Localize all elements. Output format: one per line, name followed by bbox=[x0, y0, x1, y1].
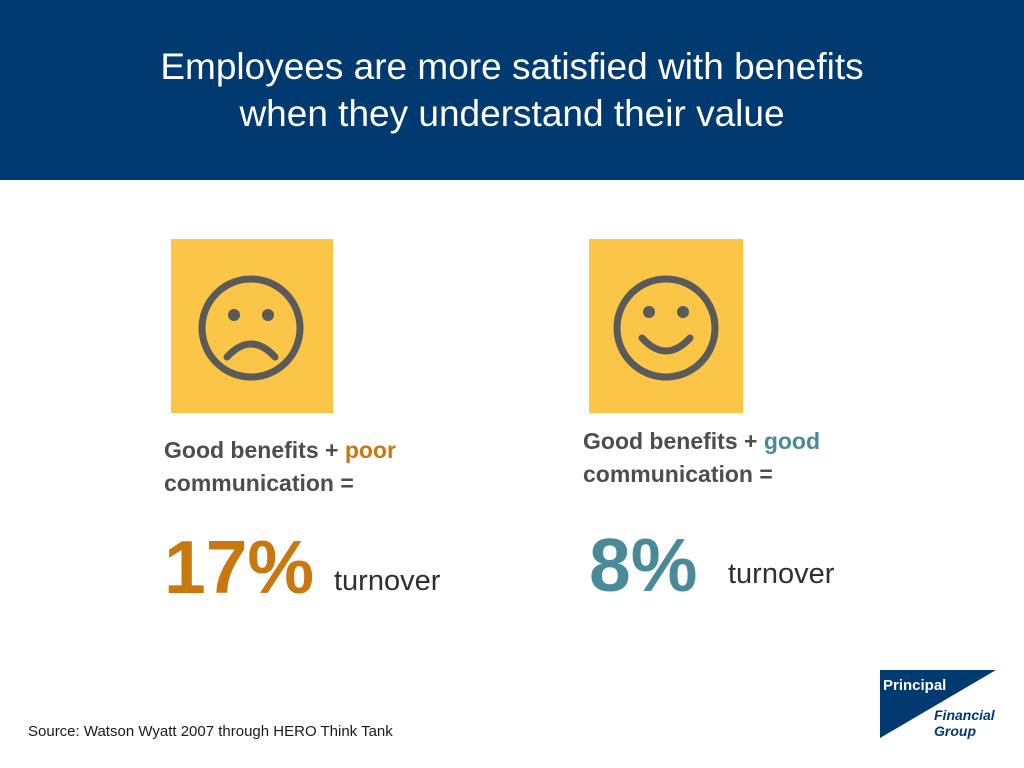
slide-title-line-2: when they understand their value bbox=[239, 93, 785, 134]
happy-face-icon bbox=[613, 275, 719, 381]
sad-face-tile bbox=[171, 239, 333, 413]
title-banner: Employees are more satisfied with benefi… bbox=[0, 0, 1024, 180]
logo-name: Principal bbox=[883, 677, 946, 694]
left-turnover-label: turnover bbox=[334, 565, 441, 597]
happy-face-tile bbox=[589, 239, 743, 413]
right-caption-line-1: Good benefits + good bbox=[583, 425, 820, 458]
left-caption: Good benefits + poor communication = bbox=[164, 434, 396, 500]
left-caption-prefix: Good benefits + bbox=[164, 437, 345, 463]
slide-title-line-1: Employees are more satisfied with benefi… bbox=[160, 46, 864, 87]
source-citation: Source: Watson Wyatt 2007 through HERO T… bbox=[28, 723, 393, 740]
sad-face-icon bbox=[198, 275, 304, 381]
right-turnover-stat: 8% bbox=[589, 523, 698, 607]
logo-line-3: Group bbox=[934, 723, 976, 739]
left-turnover-stat: 17% bbox=[164, 525, 315, 609]
right-caption-line-2: communication = bbox=[583, 461, 773, 487]
left-caption-highlight: poor bbox=[344, 437, 396, 463]
right-caption: Good benefits + good communication = bbox=[583, 425, 820, 491]
logo-line-2: Financial bbox=[934, 707, 996, 723]
right-turnover-label: turnover bbox=[728, 558, 835, 590]
right-caption-highlight: good bbox=[763, 428, 821, 454]
left-caption-line-1: Good benefits + poor bbox=[164, 434, 396, 467]
right-caption-prefix: Good benefits + bbox=[583, 428, 764, 454]
principal-financial-logo: Principal Financial Group bbox=[880, 668, 998, 745]
left-caption-line-2: communication = bbox=[164, 470, 354, 496]
